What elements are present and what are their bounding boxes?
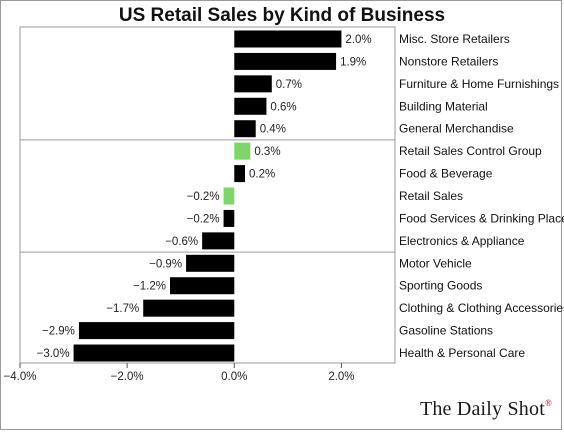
data-label-10: −0.9% [149,258,182,270]
bar-6 [234,165,245,183]
category-label-14: Health & Personal Care [399,346,525,360]
data-label-4: 0.4% [260,124,286,136]
data-label-1: 1.9% [340,56,366,68]
bar-8 [223,209,235,227]
chart-title: US Retail Sales by Kind of Business [118,5,446,26]
bar-13 [78,322,235,340]
data-label-8: −0.2% [187,213,220,225]
category-label-0: Misc. Store Retailers [399,32,510,46]
x-tick-label-2: 0.0% [221,371,247,383]
bar-11 [170,277,235,295]
data-label-2: 0.7% [276,79,302,91]
category-label-2: Furniture & Home Furnishings [399,77,559,91]
data-label-6: 0.2% [249,169,275,181]
category-label-9: Electronics & Appliance [399,234,525,248]
x-tick-label-3: 2.0% [328,371,354,383]
bar-7 [223,187,235,205]
plot-area [19,26,396,364]
registered-mark: ® [544,398,552,408]
data-label-5: 0.3% [254,146,280,158]
data-label-11: −1.2% [133,281,166,293]
data-label-13: −2.9% [42,326,75,338]
data-label-7: −0.2% [187,191,220,203]
bar-5 [234,142,251,160]
data-label-0: 2.0% [345,34,371,46]
category-label-11: Sporting Goods [399,279,482,293]
data-label-14: −3.0% [37,348,70,360]
bar-10 [186,254,235,272]
data-label-12: −1.7% [106,303,139,315]
category-label-6: Food & Beverage [399,167,493,181]
bar-0 [234,30,342,48]
brand-logo: The Daily Shot® [420,398,552,421]
bar-9 [202,232,235,250]
x-tick-label-1: −2.0% [111,371,144,383]
bar-14 [73,344,235,362]
category-label-1: Nonstore Retailers [399,54,498,68]
x-tick-label-0: −4.0% [4,371,37,383]
bar-3 [234,97,267,115]
bar-4 [234,120,256,138]
category-label-12: Clothing & Clothing Accessories [399,301,564,315]
bar-1 [234,52,337,70]
data-label-3: 0.6% [270,101,296,113]
data-label-9: −0.6% [165,236,198,248]
bar-2 [234,75,272,93]
category-label-5: Retail Sales Control Group [399,144,542,158]
category-label-4: General Merchandise [399,122,514,136]
category-label-10: Motor Vehicle [399,256,472,270]
brand-name: The Daily Shot [419,398,545,420]
category-label-8: Food Services & Drinking Places [399,211,564,225]
category-label-3: Building Material [399,99,488,113]
bar-12 [143,299,235,317]
category-label-13: Gasoline Stations [399,324,493,338]
category-label-7: Retail Sales [399,189,463,203]
